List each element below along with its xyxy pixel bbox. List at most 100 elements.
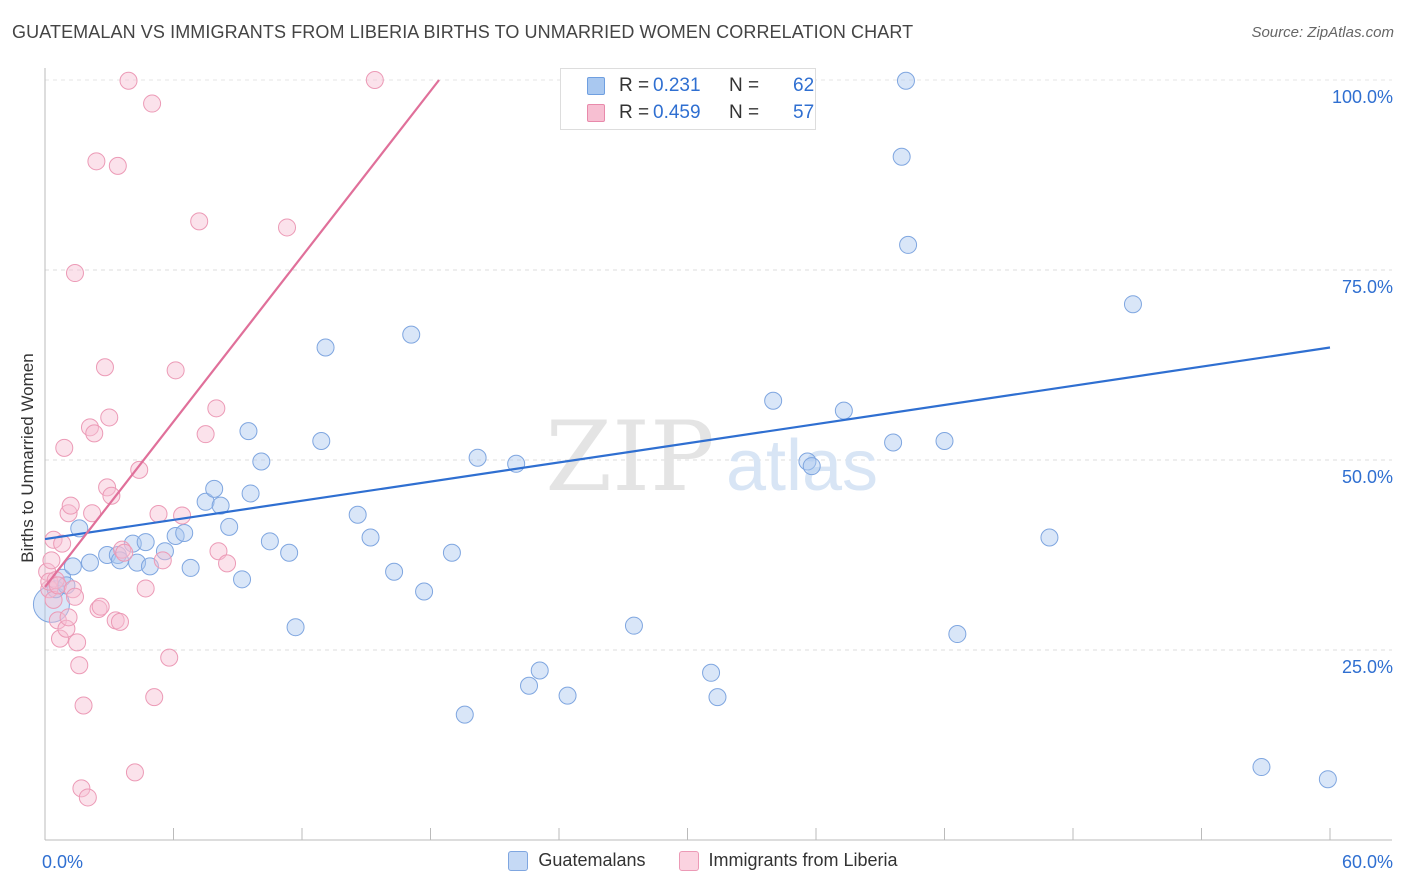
- point-liberia: [59, 504, 78, 523]
- point-guatemalans: [834, 401, 853, 420]
- point-guatemalans: [181, 558, 200, 577]
- point-guatemalans: [558, 686, 577, 705]
- point-liberia: [95, 358, 114, 377]
- point-liberia: [196, 425, 215, 444]
- point-liberia: [115, 543, 134, 562]
- point-guatemalans: [442, 543, 461, 562]
- point-liberia: [55, 438, 74, 457]
- watermark-zip: ZIP: [545, 401, 714, 513]
- legend-item-liberia[interactable]: Immigrants from Liberia: [678, 850, 898, 871]
- point-liberia: [70, 656, 89, 675]
- x-tick-label: 60.0%: [1342, 852, 1393, 872]
- r-label: R =: [619, 75, 650, 96]
- point-guatemalans: [455, 705, 474, 724]
- point-liberia: [65, 587, 84, 606]
- point-guatemalans: [1318, 770, 1337, 789]
- point-guatemalans: [385, 562, 404, 581]
- point-liberia: [44, 590, 63, 609]
- point-guatemalans: [1040, 528, 1059, 547]
- point-liberia: [85, 424, 104, 443]
- trend-line-guatemalans: [44, 346, 1331, 541]
- y-tick-label: 100.0%: [1332, 87, 1393, 107]
- point-liberia: [50, 629, 69, 648]
- stats-swatch: [587, 77, 605, 95]
- n-value: 62: [793, 75, 815, 96]
- chart-legend: Guatemalans Immigrants from Liberia: [0, 850, 1406, 876]
- point-guatemalans: [316, 338, 335, 357]
- point-guatemalans: [80, 553, 99, 572]
- point-liberia: [145, 688, 164, 707]
- point-liberia: [160, 648, 179, 667]
- point-liberia: [78, 788, 97, 807]
- point-liberia: [57, 619, 76, 638]
- point-guatemalans: [948, 625, 967, 644]
- point-liberia: [130, 460, 149, 479]
- point-guatemalans: [286, 618, 305, 637]
- point-liberia: [218, 554, 237, 573]
- point-guatemalans: [884, 433, 903, 452]
- legend-label: Guatemalans: [538, 850, 646, 870]
- y-tick-label: 25.0%: [1342, 657, 1393, 677]
- point-liberia: [207, 399, 226, 418]
- point-guatemalans: [764, 391, 783, 410]
- point-liberia: [65, 264, 84, 283]
- n-value: 57: [793, 102, 815, 123]
- point-guatemalans: [136, 533, 155, 552]
- tick-labels: 25.0% 50.0% 75.0% 100.0% 0.0% 60.0%: [42, 87, 1393, 872]
- point-guatemalans: [205, 479, 224, 498]
- point-guatemalans: [802, 457, 821, 476]
- r-label: R =: [619, 102, 650, 123]
- point-guatemalans: [63, 557, 82, 576]
- y-tick-label: 75.0%: [1342, 277, 1393, 297]
- point-guatemalans: [1252, 758, 1271, 777]
- point-liberia: [125, 763, 144, 782]
- point-guatemalans: [892, 147, 911, 166]
- point-liberia: [149, 504, 168, 523]
- n-label: N =: [729, 102, 760, 123]
- point-liberia: [173, 506, 192, 525]
- n-label: N =: [729, 75, 760, 96]
- point-liberia: [59, 608, 78, 627]
- point-liberia: [53, 534, 72, 553]
- point-liberia: [108, 156, 127, 175]
- r-value: 0.459: [653, 102, 701, 123]
- point-liberia: [102, 486, 121, 505]
- r-value: 0.231: [653, 75, 701, 96]
- point-liberia: [89, 599, 108, 618]
- point-liberia: [113, 540, 132, 559]
- point-liberia: [42, 551, 61, 570]
- y-tick-label: 50.0%: [1342, 467, 1393, 487]
- point-guatemalans: [211, 496, 230, 515]
- point-guatemalans: [896, 71, 915, 90]
- point-guatemalans: [361, 528, 380, 547]
- point-guatemalans: [702, 663, 721, 682]
- point-liberia: [87, 152, 106, 171]
- point-guatemalans: [239, 422, 258, 441]
- point-liberia: [110, 612, 129, 631]
- point-liberia: [143, 94, 162, 113]
- source-credit: Source: ZipAtlas.com: [1251, 24, 1394, 41]
- point-guatemalans: [520, 676, 539, 695]
- point-liberia: [365, 71, 384, 89]
- point-guatemalans: [280, 543, 299, 562]
- point-guatemalans: [312, 432, 331, 450]
- point-guatemalans: [402, 325, 421, 344]
- legend-swatch-guatemalans: [508, 850, 529, 871]
- point-liberia: [91, 597, 110, 616]
- point-guatemalans: [241, 484, 260, 503]
- legend-label: Immigrants from Liberia: [708, 850, 898, 870]
- point-guatemalans: [468, 448, 487, 467]
- gridlines: [45, 79, 1392, 651]
- point-guatemalans: [624, 616, 643, 635]
- point-liberia: [166, 361, 185, 380]
- point-liberia: [61, 496, 80, 515]
- trend-line-liberia: [44, 79, 440, 588]
- point-liberia: [44, 530, 63, 549]
- point-guatemalans: [252, 452, 271, 471]
- point-liberia: [190, 212, 209, 231]
- legend-item-guatemalans[interactable]: Guatemalans: [508, 850, 645, 871]
- point-guatemalans: [233, 570, 252, 589]
- point-guatemalans: [196, 492, 215, 511]
- point-guatemalans: [415, 582, 434, 601]
